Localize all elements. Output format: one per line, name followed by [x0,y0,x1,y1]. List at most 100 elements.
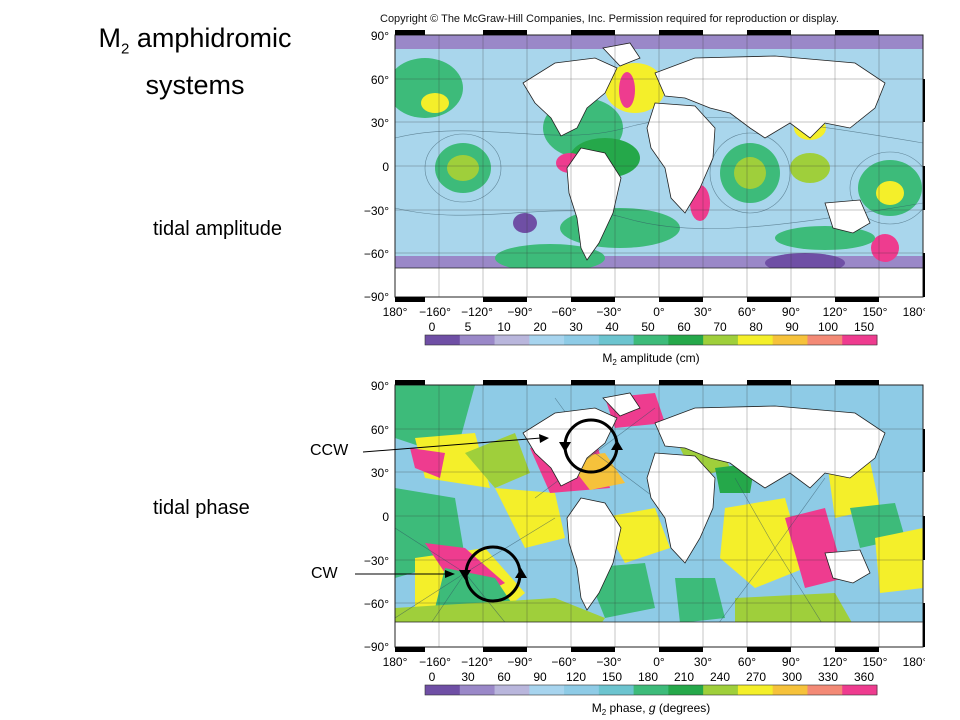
lon-tick: 30° [694,305,712,319]
colorbar-swatch [772,335,808,345]
colorbar-tick: 90 [785,320,799,334]
amplitude-colorbar-ticks: 0 5 10 20 30 40 50 60 70 80 90 100 150 [429,320,875,334]
colorbar-tick: 150 [602,670,622,684]
title-rest: amphidromic [129,23,292,53]
colorbar-swatch [459,335,496,345]
phase-map-figure: 90° 60° 30° 0 −30° −60° −90° 180° −160° … [355,379,925,717]
colorbar-swatch [459,685,496,695]
lat-tick: 0 [382,510,389,524]
lon-tick: −60° [551,655,576,669]
colorbar-swatch [737,335,774,345]
amplitude-lat-labels: 90° 60° 30° 0 −30° −60° −90° [364,29,389,304]
colorbar-swatch [737,685,774,695]
lon-tick: 60° [738,655,756,669]
colorbar-tick: 270 [746,670,766,684]
amplitude-colorbar-title: M2 amplitude (cm) [602,351,699,367]
colorbar-swatch [668,685,704,695]
phase-colorbar-ticks: 0 30 60 90 120 150 180 210 240 270 300 3… [429,670,875,684]
colorbar-swatch [529,685,565,695]
lon-tick: 180° [383,655,408,669]
colorbar-tick: 0 [429,320,436,334]
lon-tick: −90° [507,305,532,319]
amplitude-colorbar [425,335,878,345]
colorbar-swatch [668,335,704,345]
colorbar-swatch [703,335,739,345]
lat-tick: 30° [371,466,389,480]
colorbar-tick: 80 [749,320,763,334]
lon-tick: −160° [419,655,451,669]
colorbar-tick: 40 [605,320,619,334]
colorbar-tick: 30 [461,670,475,684]
lon-tick: 180° [903,305,925,319]
colorbar-swatch [425,335,461,345]
lon-tick: −120° [461,655,493,669]
lon-tick: 150° [863,305,888,319]
tidal-amplitude-label: tidal amplitude [153,218,282,240]
colorbar-swatch [842,685,878,695]
colorbar-tick: 10 [497,320,511,334]
lat-tick: −60° [364,597,389,611]
amplitude-map-figure: 90° 60° 30° 0 −30° −60° −90° 180° −160° … [364,29,925,367]
lon-tick: −120° [461,305,493,319]
colorbar-swatch [772,685,808,695]
colorbar-tick: 70 [713,320,727,334]
copyright-notice: Copyright © The McGraw-Hill Companies, I… [380,13,839,25]
colorbar-swatch [494,335,530,345]
lon-tick: 0° [653,655,665,669]
amplitude-graticule [395,35,923,297]
colorbar-tick: 50 [641,320,655,334]
lon-tick: −60° [551,305,576,319]
phase-lon-labels: 180° −160° −120° −90° −60° −30° 0° 30° 6… [383,655,925,669]
colorbar-swatch [633,335,669,345]
colorbar-tick: 20 [533,320,547,334]
lon-tick: −90° [507,655,532,669]
colorbar-swatch [564,685,600,695]
colorbar-tick: 240 [710,670,730,684]
colorbar-tick: 30 [569,320,583,334]
lon-tick: 120° [823,305,848,319]
lon-tick: 180° [383,305,408,319]
lat-tick: −60° [364,247,389,261]
colorbar-tick: 180 [638,670,658,684]
colorbar-swatch [598,685,635,695]
lon-tick: 90° [782,305,800,319]
title-line2: systems [145,70,245,101]
amplitude-lon-labels: 180° −160° −120° −90° −60° −30° 0° 30° 6… [383,305,925,319]
colorbar-tick: 100 [818,320,838,334]
phase-lat-labels: 90° 60° 30° 0 −30° −60° −90° [364,379,389,654]
lat-tick: 0 [382,160,389,174]
colorbar-swatch [425,685,461,695]
colorbar-tick: 60 [497,670,511,684]
colorbar-tick: 360 [854,670,874,684]
lon-tick: 150° [863,655,888,669]
lon-tick: −30° [596,655,621,669]
lat-tick: 90° [371,379,389,393]
colorbar-swatch [633,685,669,695]
lat-tick: −90° [364,290,389,304]
lon-tick: 180° [903,655,925,669]
lat-tick: 60° [371,73,389,87]
lon-tick: 30° [694,655,712,669]
colorbar-tick: 120 [566,670,586,684]
lat-tick: 60° [371,423,389,437]
lon-tick: 120° [823,655,848,669]
colorbar-tick: 210 [674,670,694,684]
lat-tick: 30° [371,116,389,130]
ccw-label: CCW [310,442,349,459]
lon-tick: 90° [782,655,800,669]
tidal-phase-label: tidal phase [153,497,250,519]
colorbar-tick: 300 [782,670,802,684]
lat-tick: −30° [364,554,389,568]
lon-tick: −30° [596,305,621,319]
lon-tick: 0° [653,305,665,319]
colorbar-swatch [564,335,600,345]
colorbar-tick: 5 [465,320,472,334]
lon-tick: 60° [738,305,756,319]
lat-tick: −90° [364,640,389,654]
colorbar-tick: 60 [677,320,691,334]
colorbar-tick: 150 [854,320,874,334]
title-main: M [98,23,122,53]
cw-label: CW [311,565,338,582]
annotation-leaders [355,437,542,575]
colorbar-tick: 330 [818,670,838,684]
